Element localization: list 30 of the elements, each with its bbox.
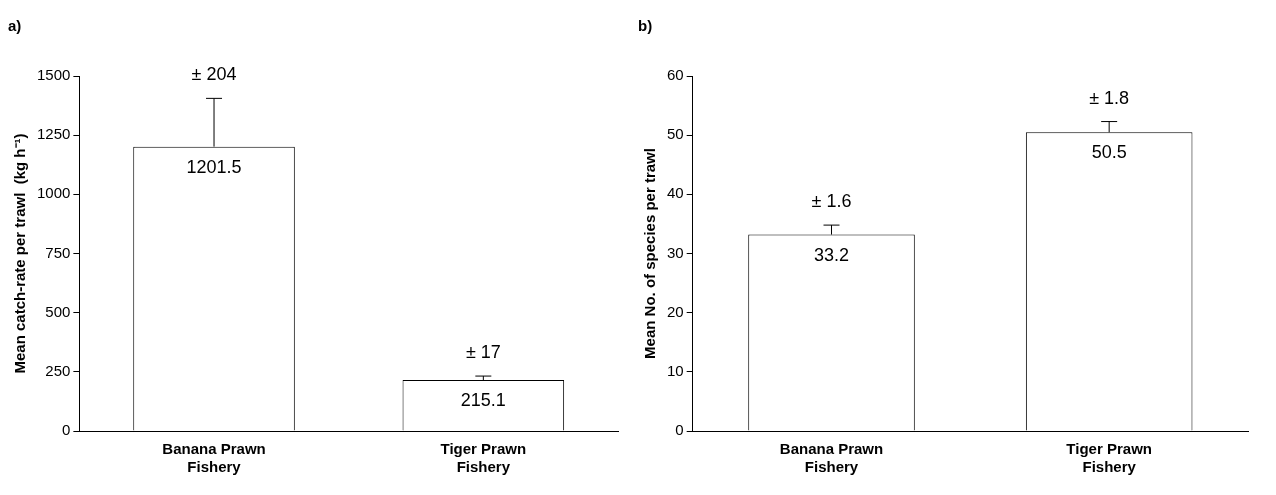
x-tick-label: Banana Prawn Fishery	[779, 440, 884, 476]
y-tick-label: 60	[667, 66, 684, 84]
y-tick-label: 0	[675, 421, 684, 439]
y-tick-label: 500	[45, 302, 71, 320]
x-tick-label: Tiger Prawn Fishery	[440, 440, 527, 476]
y-tick-label: 1000	[36, 184, 71, 202]
y-tick-label: 1250	[36, 125, 71, 143]
annotation: ± 17	[465, 342, 501, 363]
y-tick-label: 30	[667, 243, 684, 261]
y-axis-title: Mean No. of species per trawl	[641, 148, 659, 359]
y-tick-label: 10	[667, 361, 684, 379]
chart-title: a)	[8, 17, 22, 35]
y-tick-label: 250	[45, 361, 71, 379]
y-tick-label: 20	[667, 302, 684, 320]
x-tick-label: Banana Prawn Fishery	[162, 440, 266, 476]
data-label: 215.1	[460, 390, 506, 411]
y-tick-label: 0	[62, 421, 71, 439]
annotation: ± 204	[191, 64, 237, 85]
annotation: ± 1.6	[811, 191, 852, 212]
data-label: 1201.5	[186, 156, 242, 177]
y-tick-label: 1500	[36, 66, 71, 84]
annotation: ± 1.8	[1089, 87, 1130, 108]
chart-title: b)	[638, 17, 653, 35]
y-tick-label: 40	[667, 184, 684, 202]
y-tick-label: 50	[667, 125, 684, 143]
y-axis-title: Mean catch-rate per trawl (kg h⁻¹)	[11, 133, 29, 374]
data-label: 33.2	[813, 244, 850, 265]
y-tick-label: 750	[45, 243, 71, 261]
x-tick-label: Tiger Prawn Fishery	[1066, 440, 1152, 476]
data-label: 50.5	[1091, 142, 1127, 163]
